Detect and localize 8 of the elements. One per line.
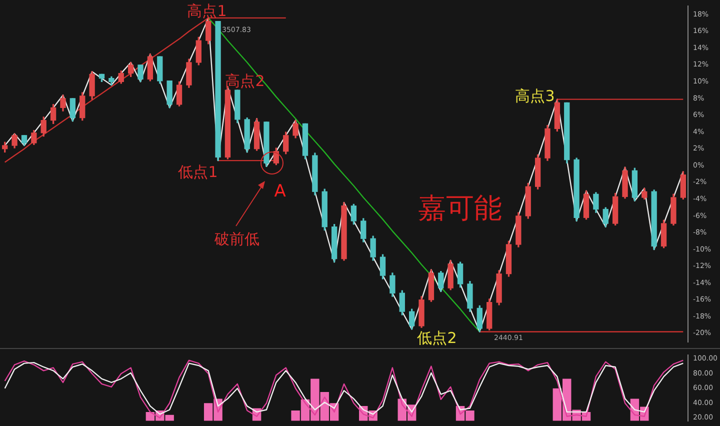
annotation: 高点1 bbox=[187, 2, 227, 20]
annotation: A bbox=[274, 181, 286, 202]
annotation: 嘉可能 bbox=[418, 191, 502, 224]
annotation: 低点2 bbox=[417, 328, 457, 347]
annotation: 高点2 bbox=[225, 72, 265, 90]
annotation: 低点1 bbox=[178, 162, 218, 181]
annotation: 破前低 bbox=[214, 230, 260, 248]
annotation: 高点3 bbox=[515, 86, 555, 105]
